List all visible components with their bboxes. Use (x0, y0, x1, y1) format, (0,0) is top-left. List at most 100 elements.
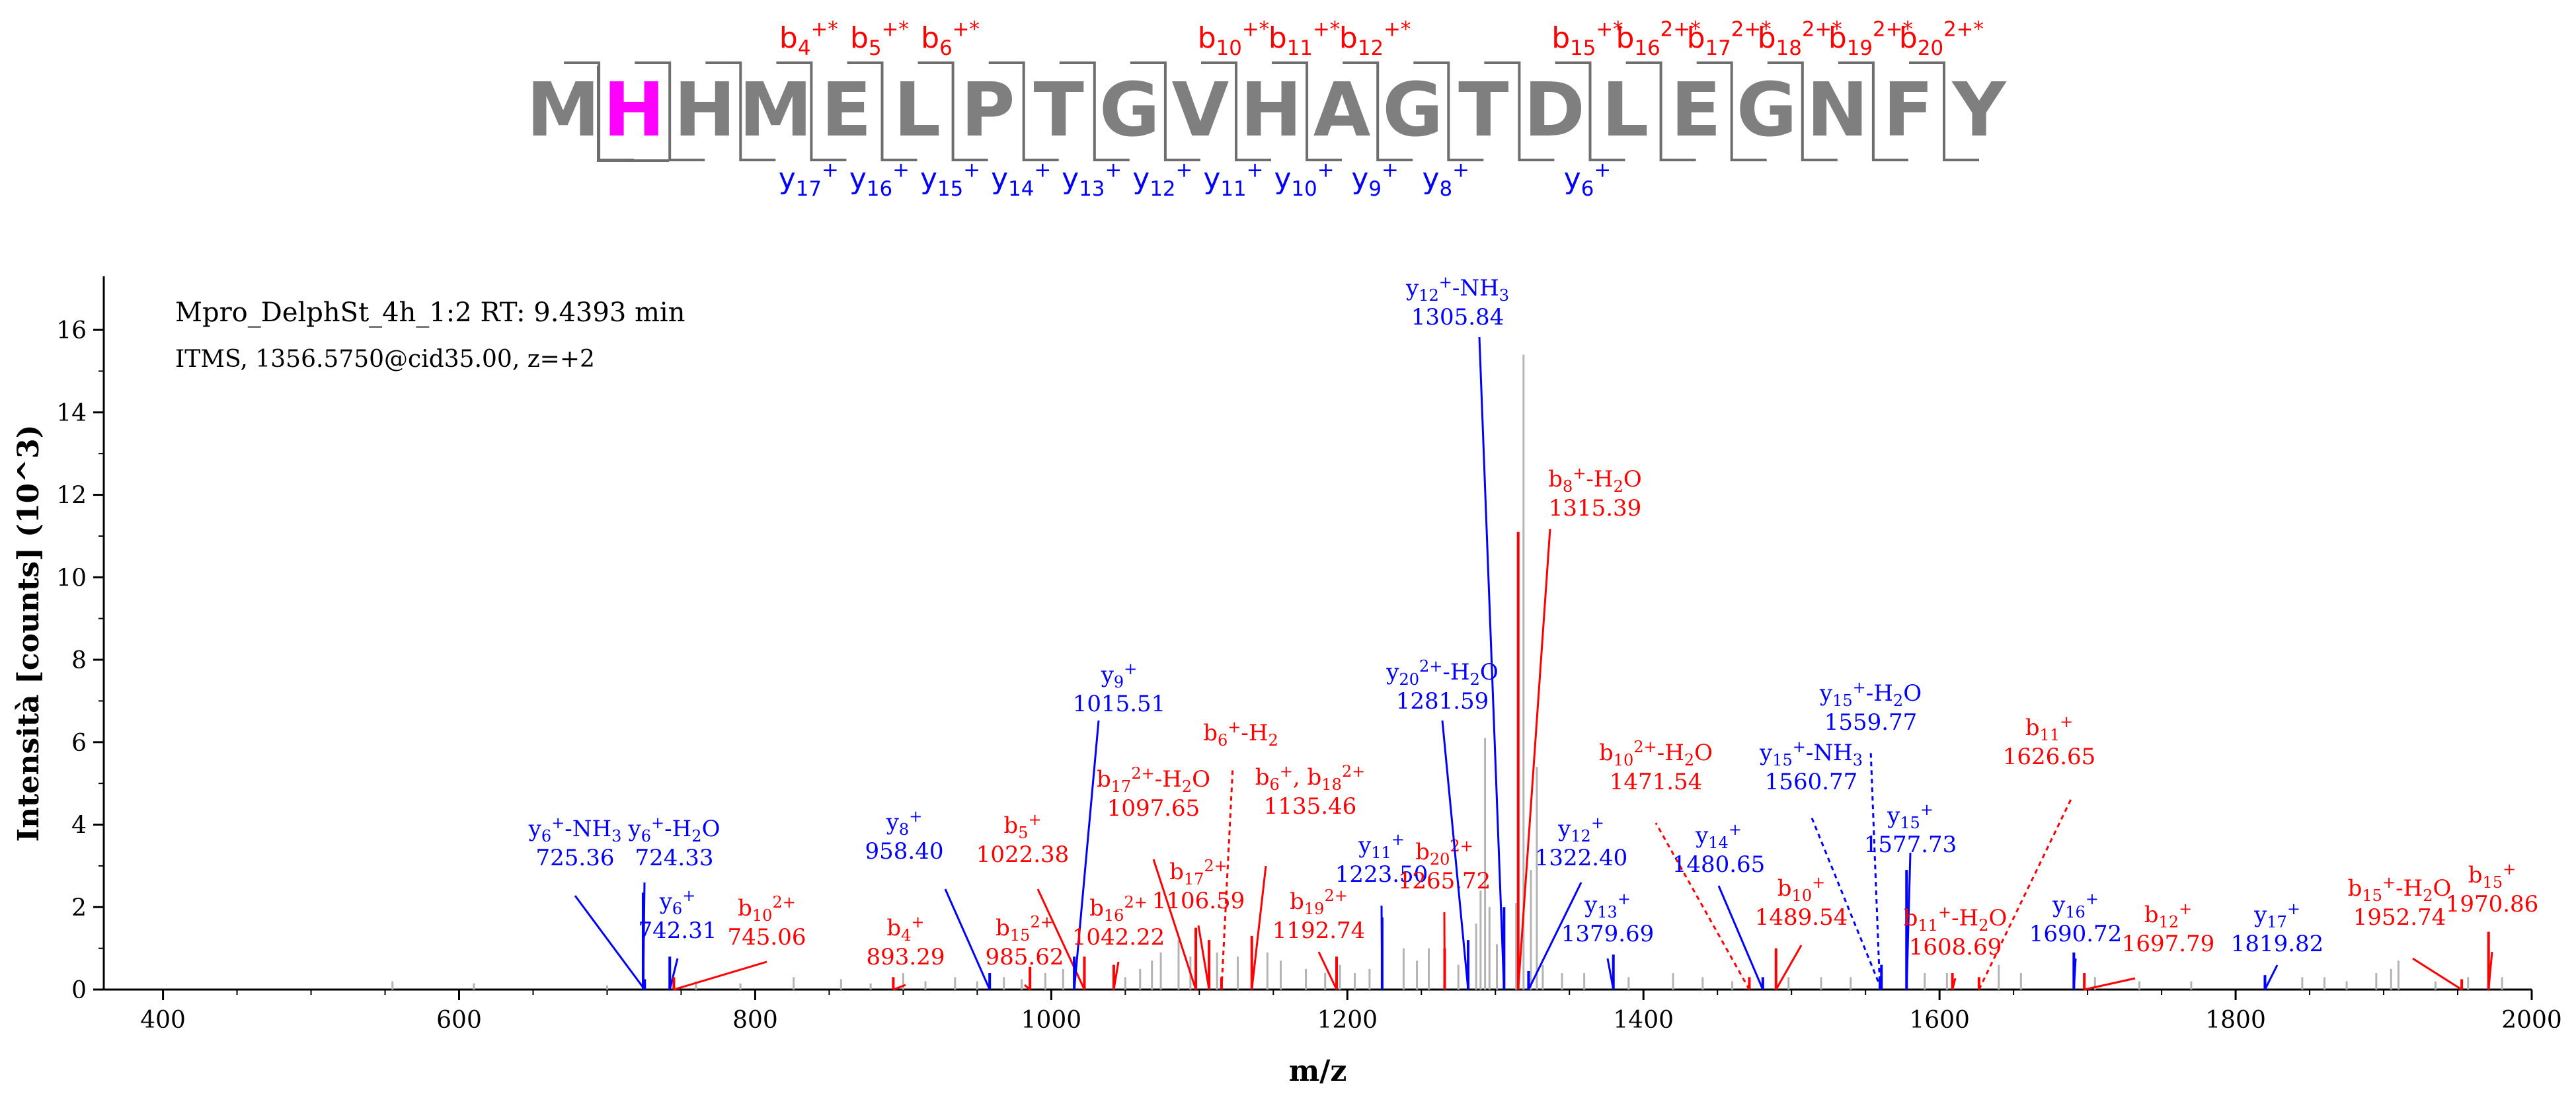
peak-value-1097.65: 1097.65 (1107, 795, 1200, 822)
peak-value-1608.69: 1608.69 (1909, 934, 2002, 960)
y-tick-label: 6 (71, 730, 87, 757)
y-ion-label-16: y16+ (849, 158, 910, 201)
leader-line-1559.77 (1869, 750, 1881, 990)
peak-label-1281.59: y202+-H2O (1386, 657, 1498, 689)
b-ion-label-15: b15+* (1551, 17, 1623, 60)
leader-line-1690.72 (2072, 958, 2077, 990)
b-ion-label-19: b192+* (1828, 17, 1913, 60)
y-ion-label-15: y15+ (920, 158, 980, 201)
b-ion-label-4: b4+* (779, 17, 838, 60)
y-tick-label: 8 (71, 647, 87, 674)
leader-line-b6-H2 (1220, 766, 1234, 990)
y-tick-label: 12 (56, 483, 87, 510)
y-ion-label-6: y6+ (1564, 158, 1611, 201)
leader-line-958.40 (944, 888, 991, 990)
peak-value-1489.54: 1489.54 (1755, 904, 1848, 931)
residue-5: E (821, 67, 872, 153)
leader-line-1489.54 (1775, 945, 1803, 990)
peak-label-1577.73: y15+ (1887, 801, 1933, 832)
y-tick-label: 4 (71, 812, 87, 840)
residue-7: P (961, 67, 1015, 153)
peak-label-1106.59: b172+ (1169, 857, 1228, 888)
x-tick-label: 1200 (1317, 1007, 1378, 1034)
peak-label-985.62: b152+ (995, 913, 1054, 945)
b-ion-label-10: b10+* (1198, 17, 1269, 60)
leader-line-1626.65 (1978, 796, 2074, 990)
peak-value-1819.82: 1819.82 (2231, 931, 2324, 957)
residue-8: T (1033, 67, 1083, 153)
leader-line-985.62 (1024, 984, 1031, 991)
residue-21: Y (1951, 67, 2007, 153)
peak-label-1560.77: y15+-NH3 (1759, 738, 1863, 769)
peak-value-1626.65: 1626.65 (2003, 744, 2096, 770)
x-tick-label: 400 (140, 1007, 186, 1034)
residue-11: H (1240, 67, 1302, 153)
residue-9: G (1099, 67, 1160, 153)
residue-13: G (1382, 67, 1443, 153)
x-tick-label: 800 (732, 1007, 778, 1034)
peak-value-1970.86: 1970.86 (2446, 891, 2539, 918)
leader-line-724.33 (642, 882, 646, 990)
x-tick-label: 1400 (1613, 1007, 1674, 1034)
peak-label-1690.72: y16+ (2052, 890, 2099, 921)
leader-line-1480.65 (1717, 885, 1764, 990)
peak-value-1223.50: 1223.50 (1335, 861, 1428, 888)
b-ion-label-20: b202+* (1899, 17, 1984, 60)
peak-value-724.33: 724.33 (635, 845, 714, 871)
peak-value-725.36: 725.36 (536, 845, 615, 871)
peak-value-1559.77: 1559.77 (1824, 709, 1918, 736)
peak-label-742.31: y6+ (659, 886, 696, 918)
y-axis-label: Intensità [counts] (10^3) (12, 424, 46, 841)
residue-10: V (1172, 67, 1229, 153)
y-tick-label: 16 (56, 317, 87, 344)
residue-14: T (1458, 67, 1508, 153)
leader-line-1952.74 (2412, 957, 2462, 991)
y-ion-label-12: y12+ (1132, 158, 1192, 201)
residue-6: L (894, 67, 941, 153)
noise-peaks (391, 354, 2503, 990)
residue-1: M (526, 67, 600, 153)
peak-value-1315.39: 1315.39 (1549, 495, 1642, 522)
y-ion-label-11: y11+ (1203, 158, 1263, 201)
peak-label-1471.54: b102+-H2O (1599, 738, 1713, 769)
y-ion-label-13: y13+ (1062, 158, 1122, 201)
residue-2: H (603, 67, 665, 153)
residue-16: L (1602, 67, 1649, 153)
residue-17: E (1670, 67, 1721, 153)
leader-line-742.31 (668, 958, 679, 990)
y-tick-label: 0 (71, 977, 87, 1004)
b-ion-label-17: b172+* (1687, 17, 1772, 60)
y-ion-label-14: y14+ (991, 158, 1051, 201)
peak-label-1489.54: b10+ (1777, 873, 1825, 905)
peak-label-1022.38: b5+ (1003, 810, 1041, 842)
residue-4: M (739, 67, 812, 153)
b-ion-label-11: b11+* (1268, 17, 1340, 60)
peak-label-1322.40: y12+ (1557, 814, 1604, 845)
peak-value-1265.72: 1265.72 (1398, 868, 1491, 894)
peak-value-1952.74: 1952.74 (2353, 904, 2446, 931)
leader-line-1042.22 (1112, 961, 1120, 990)
peptide-sequence-map: M H H M E L P T G V H A G T D L E G N F Yb4+* b5+* b6+* b10+*b1… (526, 17, 2007, 201)
leader-line-1305.84 (1478, 336, 1505, 990)
peak-value-745.06: 745.06 (728, 924, 806, 951)
info-line-1: Mpro_DelphSt_4h_1:2 RT: 9.4393 min (175, 297, 685, 328)
b-ion-label-18: b182+* (1758, 17, 1842, 60)
peak-label-1192.74: b192+ (1290, 886, 1348, 918)
peak-label-1097.65: b172+-H2O (1097, 764, 1210, 796)
peak-label-1015.51: y9+ (1101, 660, 1138, 691)
leader-line-1560.77 (1810, 816, 1883, 990)
peak-value-1480.65: 1480.65 (1672, 851, 1766, 878)
residue-20: F (1883, 67, 1934, 153)
x-tick-label: 600 (436, 1007, 482, 1034)
peak-value-1042.22: 1042.22 (1072, 924, 1165, 951)
leader-line-1379.69 (1606, 958, 1615, 990)
leader-line-1322.40 (1528, 882, 1582, 990)
peak-label-745.06: b102+ (738, 893, 796, 925)
peak-label-724.33: y6+-H2O (628, 814, 721, 845)
peak-label-1315.39: b8+-H2O (1548, 464, 1641, 496)
leader-line-1015.51 (1073, 720, 1100, 990)
peak-label-1626.65: b11+ (2025, 713, 2073, 744)
peak-label-1305.84: y12+-NH3 (1405, 273, 1509, 305)
peak-value-1471.54: 1471.54 (1610, 769, 1703, 795)
